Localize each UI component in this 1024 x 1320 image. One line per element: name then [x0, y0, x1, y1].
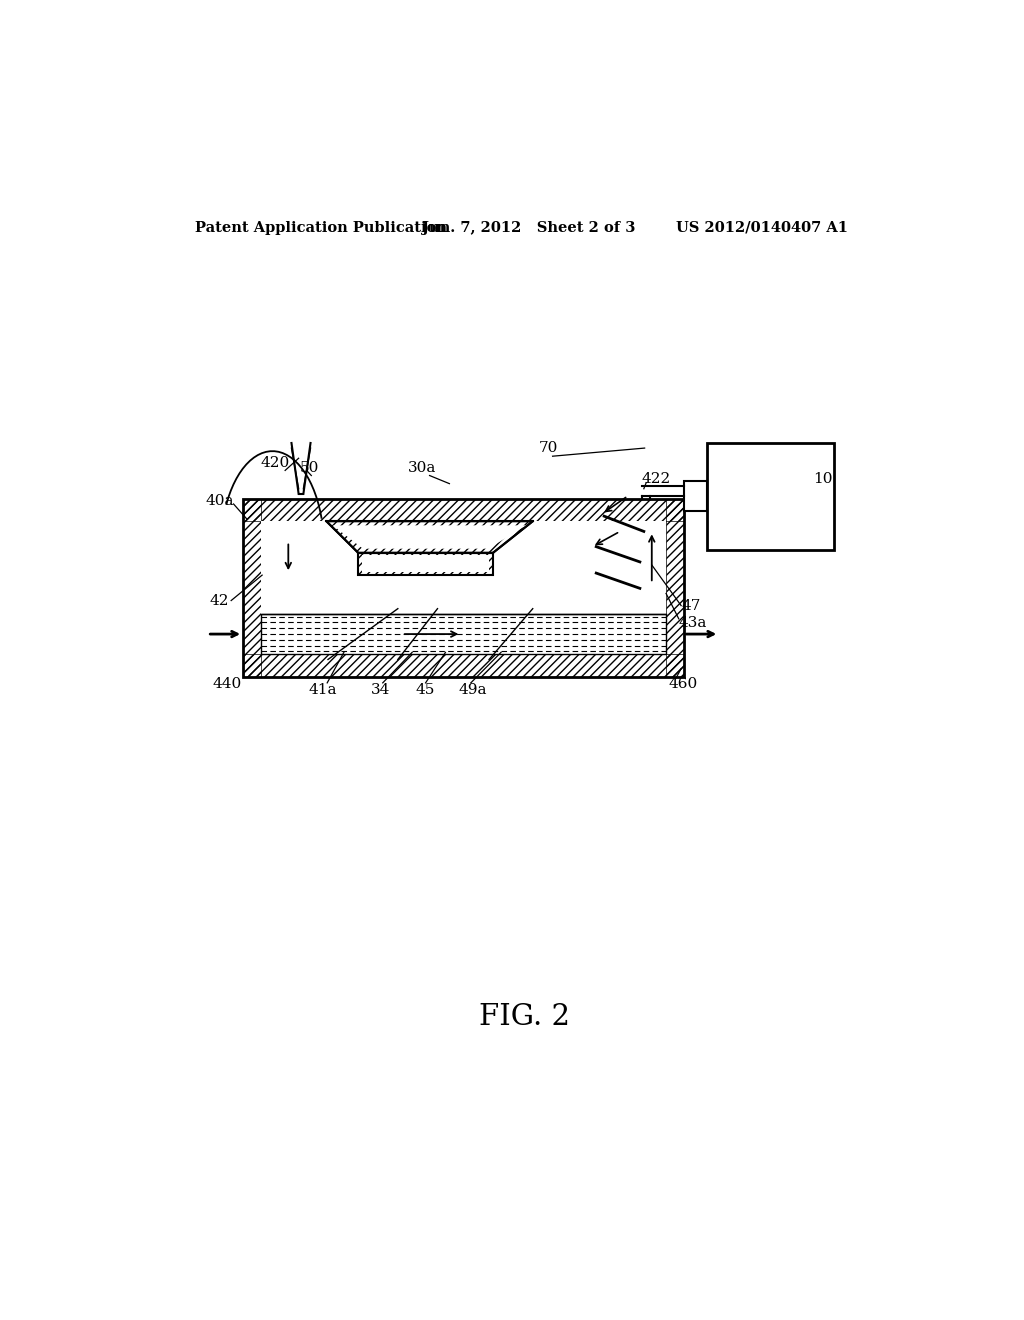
Text: 49a: 49a: [459, 682, 487, 697]
Text: Patent Application Publication: Patent Application Publication: [196, 220, 447, 235]
Text: 440: 440: [213, 677, 242, 690]
Text: 47: 47: [682, 598, 701, 612]
Polygon shape: [333, 525, 526, 549]
Text: Jun. 7, 2012   Sheet 2 of 3: Jun. 7, 2012 Sheet 2 of 3: [422, 220, 635, 235]
Text: 41a: 41a: [309, 682, 338, 697]
Text: 45: 45: [416, 682, 435, 697]
Bar: [243, 655, 684, 677]
Text: 30a: 30a: [408, 462, 436, 475]
Text: 50: 50: [299, 462, 318, 475]
Bar: [708, 444, 835, 549]
Text: 42: 42: [210, 594, 229, 607]
Bar: [666, 499, 684, 677]
Text: 460: 460: [669, 677, 698, 690]
Text: 10: 10: [813, 471, 833, 486]
Bar: [260, 521, 666, 655]
Text: 70: 70: [539, 441, 558, 455]
Bar: [684, 482, 708, 511]
Bar: [243, 499, 260, 677]
Bar: [358, 553, 494, 576]
Text: US 2012/0140407 A1: US 2012/0140407 A1: [676, 220, 848, 235]
Text: FIG. 2: FIG. 2: [479, 1003, 570, 1031]
Bar: [362, 554, 489, 572]
Text: 34: 34: [371, 682, 390, 697]
Text: 43a: 43a: [679, 616, 708, 630]
Text: 40a: 40a: [205, 494, 233, 508]
Bar: [260, 614, 666, 655]
Text: 420: 420: [260, 457, 290, 470]
Bar: [243, 499, 684, 677]
Bar: [243, 499, 684, 521]
Text: 422: 422: [641, 471, 671, 486]
